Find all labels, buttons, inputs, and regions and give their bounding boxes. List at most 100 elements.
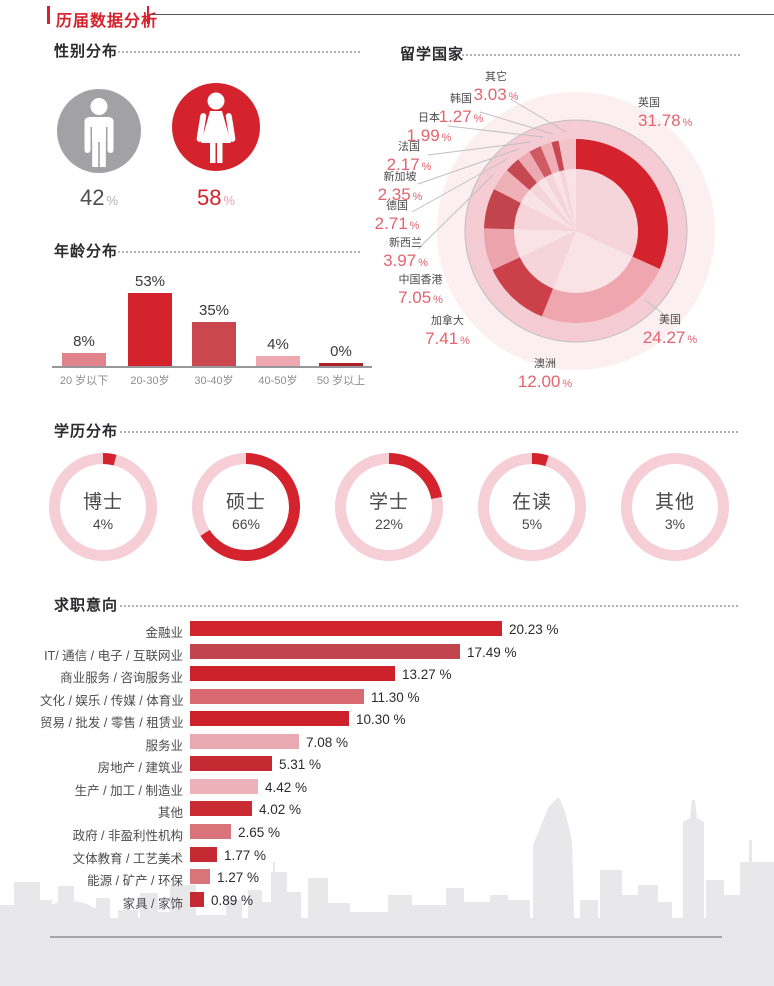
percent-sign: %: [562, 377, 573, 390]
donut-segment-9: [540, 142, 560, 174]
country-value: 12.00%: [517, 371, 573, 391]
leader-line-2: [447, 125, 544, 138]
job-value-label: 1.27 %: [217, 870, 260, 885]
education-ring-text-3: 在读 5%: [482, 487, 582, 532]
job-value-label: 5.31 %: [279, 757, 322, 772]
donut-inner-wedge-6: [529, 182, 576, 231]
age-bar-1: [128, 293, 172, 366]
donut-inner-wedge-4: [514, 202, 576, 231]
job-bar-0: [190, 621, 502, 636]
ring-value-arc: [102, 453, 117, 466]
donut-segment-3: [484, 228, 520, 270]
country-value: 7.05%: [398, 287, 443, 307]
country-label-10: 韩国 1.27%: [426, 93, 496, 126]
donut-inner-wedge-10: [559, 170, 576, 231]
age-bar-3: [256, 356, 300, 366]
percent-sign: %: [412, 190, 423, 203]
country-name: 澳洲: [534, 358, 556, 370]
gender-value: 42: [79, 185, 105, 210]
title-rule: [152, 14, 774, 15]
donut-segment-10: [551, 140, 565, 172]
country-value: 1.99%: [406, 125, 452, 145]
education-percentage: 5%: [521, 516, 543, 532]
job-bar-12: [190, 892, 204, 907]
job-bar-10: [190, 847, 217, 862]
education-ring-0: [48, 452, 158, 562]
donut-inner-wedge-2: [519, 231, 576, 289]
job-bar-7: [190, 779, 258, 794]
donut-inner-wedge-0: [576, 169, 638, 257]
job-value-label: 2.65 %: [238, 825, 281, 840]
leader-line-7: [644, 299, 667, 317]
job-value-label: 11.30 %: [371, 690, 420, 705]
country-label-8: 法国 2.17%: [376, 141, 442, 174]
education-ring-1: [191, 452, 301, 562]
country-value: 2.71%: [374, 213, 420, 233]
job-category-label: IT/ 通信 / 电子 / 互联网业: [44, 649, 183, 663]
donut-inner-wedge-8: [544, 173, 576, 231]
country-name: 韩国: [450, 93, 472, 105]
country-name: 法国: [398, 141, 420, 153]
education-level: 在读: [511, 492, 552, 513]
job-category-label: 商业服务 / 咨询服务业: [60, 671, 183, 685]
donut-segment-4: [484, 189, 521, 230]
country-label-0: 英国 31.78%: [638, 97, 738, 130]
ring-value-arc: [200, 453, 300, 561]
dotted-rule-education: [120, 431, 738, 433]
percent-sign: %: [682, 116, 693, 129]
dotted-rule-jobs: [120, 605, 738, 607]
percent-sign: %: [433, 293, 443, 306]
donut-segment-11: [558, 139, 576, 171]
leader-line-3: [427, 141, 532, 156]
age-category-label: 20-30岁: [130, 375, 170, 387]
education-ring-text-0: 博士 4%: [53, 487, 153, 532]
job-category-label: 家具 / 家饰: [122, 897, 183, 911]
education-ring-4: [620, 452, 730, 562]
job-value-label: 0.89 %: [211, 893, 254, 908]
education-level: 其他: [654, 492, 695, 513]
leader-line-6: [417, 174, 494, 250]
age-category-label: 50 岁以上: [316, 375, 366, 387]
country-label-2: 澳洲 12.00%: [495, 358, 595, 391]
age-value-label: 8%: [73, 333, 95, 350]
job-category-label: 其他: [157, 806, 183, 820]
percent-sign: %: [441, 131, 452, 144]
country-name: 其它: [485, 71, 507, 83]
donut-inner-wedge-1: [552, 231, 633, 293]
education-percentage: 66%: [231, 516, 261, 532]
country-label-5: 新西兰 3.97%: [368, 237, 443, 270]
donut-inner-wedge-7: [537, 177, 576, 231]
percent-sign: %: [418, 256, 428, 269]
job-bar-8: [190, 801, 252, 816]
ring-value-arc: [531, 453, 549, 467]
percent-sign: %: [687, 333, 698, 346]
percent-sign: %: [421, 160, 432, 173]
dotted-rule-countries: [462, 54, 740, 56]
country-name: 德国: [386, 200, 408, 212]
education-ring-text-4: 其他 3%: [625, 487, 725, 532]
ring-track: [621, 453, 729, 561]
job-category-label: 文体教育 / 工艺美术: [72, 852, 183, 866]
country-name: 中国香港: [398, 274, 443, 286]
education-level: 博士: [82, 492, 123, 513]
percent-sign: %: [106, 193, 119, 208]
job-value-label: 7.08 %: [306, 735, 349, 750]
job-category-label: 房地产 / 建筑业: [97, 761, 183, 775]
education-ring-text-2: 学士 22%: [339, 487, 439, 532]
education-level: 学士: [368, 492, 409, 513]
country-value: 31.78%: [638, 110, 693, 130]
education-percentage: 3%: [664, 516, 686, 532]
job-value-label: 17.49 %: [467, 645, 517, 660]
country-value: 2.17%: [386, 154, 432, 174]
job-bar-11: [190, 869, 210, 884]
donut-inner-wedge-9: [552, 171, 576, 231]
country-value: 3.97%: [383, 250, 428, 270]
donut-inner-wedge-11: [564, 169, 576, 231]
donut-segment-8: [529, 146, 553, 178]
country-name: 英国: [638, 97, 660, 109]
country-value: 7.41%: [425, 328, 470, 348]
country-name: 美国: [659, 314, 681, 326]
country-label-9: 日本 1.99%: [396, 112, 462, 145]
country-name: 加拿大: [431, 315, 464, 327]
